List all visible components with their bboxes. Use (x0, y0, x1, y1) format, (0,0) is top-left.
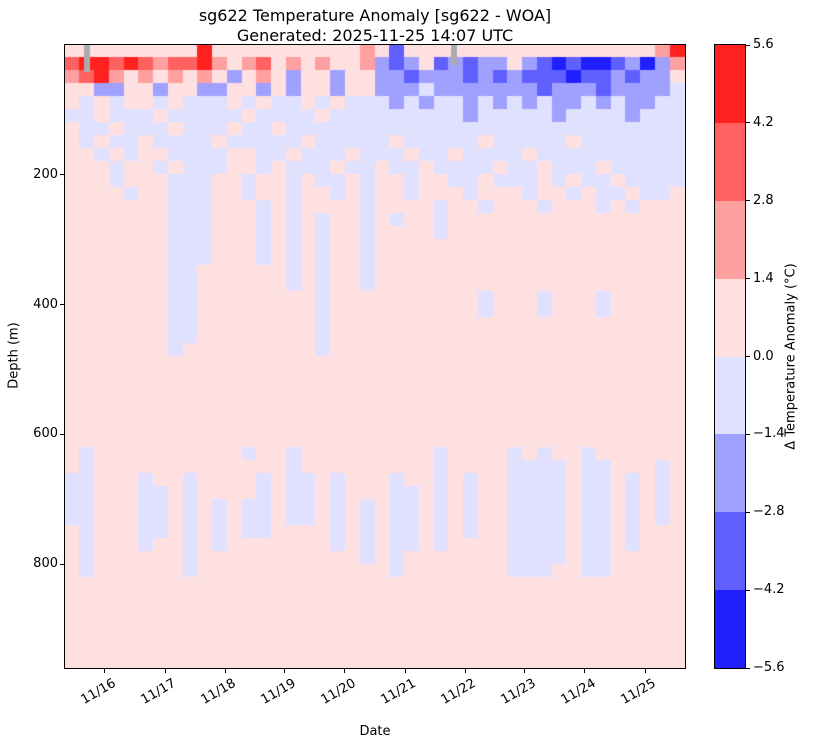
colorbar-tick-mark (746, 356, 750, 357)
colorbar-tick-mark (746, 433, 750, 435)
colorbar-tick-mark (746, 589, 750, 591)
y-tick-mark (60, 174, 64, 176)
colorbar-band (715, 200, 745, 279)
y-tick-mark (60, 304, 64, 306)
colorbar-tick-mark (746, 667, 750, 669)
colorbar-label: Δ Temperature Anomaly (°C) (783, 263, 799, 450)
y-axis-label: Depth (m) (6, 322, 22, 389)
colorbar-band (715, 590, 745, 668)
y-tick-mark (60, 433, 64, 435)
x-tick-mark (284, 669, 286, 673)
x-tick-label: 11/23 (498, 676, 539, 708)
x-tick-mark (524, 669, 526, 673)
colorbar-tick-mark (746, 278, 750, 280)
x-tick-mark (104, 669, 106, 673)
x-tick-label: 11/16 (78, 676, 119, 708)
x-tick-label: 11/24 (558, 676, 599, 708)
y-tick-label: 800 (33, 556, 58, 572)
x-tick-mark (464, 669, 466, 673)
x-tick-label: 11/19 (258, 676, 299, 708)
colorbar-tick-mark (746, 511, 750, 513)
x-tick-mark (224, 669, 226, 673)
colorbar-tick-label: 4.2 (753, 114, 774, 130)
colorbar-tick-label: 0.0 (753, 348, 774, 364)
y-tick-label: 600 (33, 426, 58, 442)
y-tick-label: 400 (33, 296, 58, 312)
colorbar (714, 44, 746, 669)
colorbar-band (715, 512, 745, 591)
x-tick-mark (344, 669, 346, 673)
colorbar-tick-label: 5.6 (753, 37, 774, 52)
x-tick-label: 11/17 (138, 676, 179, 708)
colorbar-band (715, 278, 745, 357)
colorbar-tick-mark (746, 122, 750, 124)
x-tick-mark (644, 669, 646, 673)
colorbar-tick-label: −4.2 (753, 582, 785, 598)
x-axis-label: Date (359, 724, 391, 739)
colorbar-tick-mark (746, 44, 750, 46)
x-tick-label: 11/20 (318, 676, 359, 708)
colorbar-tick-mark (746, 200, 750, 202)
heatmap-canvas (65, 45, 685, 668)
x-tick-label: 11/18 (198, 676, 239, 708)
colorbar-band (715, 434, 745, 513)
y-tick-mark (60, 563, 64, 565)
x-tick-label: 11/25 (618, 676, 659, 708)
chart-title: sg622 Temperature Anomaly [sg622 - WOA] (198, 6, 552, 25)
colorbar-band (715, 45, 745, 123)
colorbar-band (715, 122, 745, 201)
colorbar-tick-label: −5.6 (753, 660, 785, 675)
x-tick-label: 11/21 (378, 676, 419, 708)
colorbar-band (715, 356, 745, 435)
colorbar-tick-label: 1.4 (753, 270, 774, 286)
chart-subtitle: Generated: 2025-11-25 14:07 UTC (236, 26, 514, 45)
y-tick-label: 200 (33, 166, 58, 182)
x-tick-mark (584, 669, 586, 673)
colorbar-tick-label: −2.8 (753, 504, 785, 520)
colorbar-tick-label: −1.4 (753, 426, 785, 442)
plot-area (64, 44, 686, 669)
x-tick-mark (404, 669, 406, 673)
x-tick-mark (164, 669, 166, 673)
colorbar-tick-label: 2.8 (753, 192, 774, 208)
x-tick-label: 11/22 (438, 676, 479, 708)
